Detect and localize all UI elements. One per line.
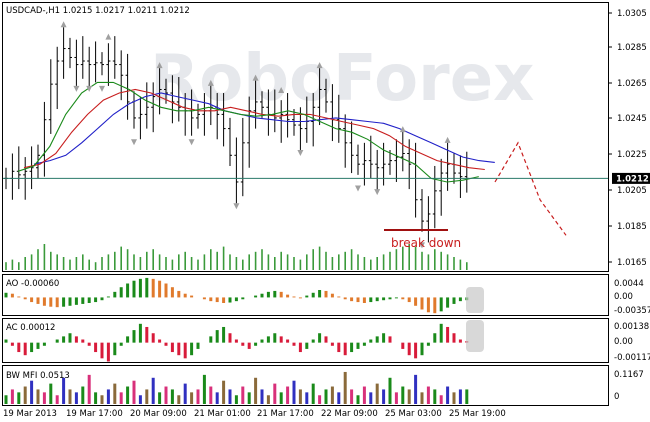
ac-panel-frame	[2, 318, 609, 363]
ac-tick: 0.00	[614, 337, 633, 347]
time-label: 20 Mar 09:00	[130, 409, 187, 419]
alligator-teeth-line	[23, 88, 485, 171]
mfi-tick: 0.1167	[614, 370, 644, 380]
fractal-up-marker	[444, 136, 451, 143]
fractal-down-marker	[86, 85, 93, 92]
fractal-down-marker	[297, 149, 304, 156]
fractal-down-marker	[188, 139, 195, 146]
time-label: 21 Mar 01:00	[194, 409, 251, 419]
fractal-up-marker	[278, 87, 285, 94]
ac-tick: 0.00138	[614, 322, 649, 332]
fractal-markers	[60, 21, 451, 249]
price-tick: 1.0285	[617, 43, 647, 53]
fractal-up-marker	[105, 33, 112, 40]
fractal-down-marker	[233, 203, 240, 210]
ac-highlight-box	[466, 320, 484, 352]
ao-highlight-box	[466, 287, 484, 313]
ao-tick: 0.00	[614, 292, 633, 302]
ao-panel-frame	[2, 274, 609, 316]
chart-title: USDCAD-,H1 1.0215 1.0217 1.0211 1.0212	[6, 6, 190, 16]
fractal-up-marker	[252, 74, 259, 81]
time-label: 22 Mar 09:00	[321, 409, 378, 419]
ao-histogram	[4, 277, 469, 314]
ao-axis: 0.0044 0.00 -0.00357	[614, 279, 650, 316]
fractal-down-marker	[99, 85, 105, 92]
current-price-value: 1.0212	[616, 174, 649, 184]
ac-axis: 0.00138 0.00 -0.00117	[614, 322, 650, 363]
fractal-down-marker	[419, 242, 425, 249]
ao-tick: -0.00357	[614, 306, 650, 316]
time-label: 19 Mar 17:00	[66, 409, 123, 419]
fractal-down-marker	[355, 185, 361, 192]
time-label: 21 Mar 17:00	[257, 409, 314, 419]
alligator-lips-line	[17, 81, 479, 183]
price-axis: 1.0305 1.0285 1.0265 1.0245 1.0225 1.020…	[608, 9, 647, 268]
volume-bars	[5, 244, 468, 270]
alligator-lines	[17, 81, 495, 183]
fractal-up-marker	[207, 79, 214, 86]
time-label: 25 Mar 19:00	[449, 409, 506, 419]
ao-tick: 0.0044	[614, 279, 644, 289]
price-tick: 1.0305	[617, 9, 647, 19]
ac-histogram	[4, 323, 469, 362]
break-down-label: break down	[391, 236, 461, 250]
current-price-tag: 1.0212	[612, 172, 650, 184]
price-tick: 1.0245	[617, 114, 647, 124]
fractal-up-marker	[399, 126, 406, 133]
ao-label: AO -0.00060	[6, 279, 59, 289]
fractal-up-marker	[156, 62, 163, 69]
mfi-histogram	[4, 371, 469, 404]
time-label: 25 Mar 03:00	[385, 409, 442, 419]
ac-tick: -0.00117	[614, 353, 650, 363]
mfi-tick: 0	[614, 392, 619, 402]
price-tick: 1.0205	[617, 186, 647, 196]
watermark-brand: RoboForex	[150, 42, 534, 116]
price-tick: 1.0165	[617, 258, 647, 268]
fractal-down-marker	[131, 139, 137, 146]
fractal-up-marker	[316, 62, 323, 69]
price-tick: 1.0185	[617, 222, 647, 232]
main-panel-frame	[2, 2, 609, 272]
time-axis: 19 Mar 2013 19 Mar 17:00 20 Mar 09:00 21…	[3, 409, 506, 419]
fractal-down-marker	[73, 85, 80, 92]
price-tick: 1.0265	[617, 79, 647, 89]
alligator-jaw-line	[33, 92, 495, 165]
time-label: 19 Mar 2013	[3, 409, 57, 419]
mfi-label: BW MFI 0.0513	[6, 371, 70, 381]
forecast-path	[494, 141, 567, 236]
forecast-line	[494, 141, 567, 236]
mfi-axis: 0.1167 0	[614, 370, 644, 402]
mfi-panel-frame	[2, 365, 609, 406]
fractal-up-marker	[60, 21, 67, 28]
ac-label: AC 0.00012	[6, 323, 55, 333]
fractal-down-marker	[374, 189, 381, 196]
price-tick: 1.0225	[617, 150, 647, 160]
